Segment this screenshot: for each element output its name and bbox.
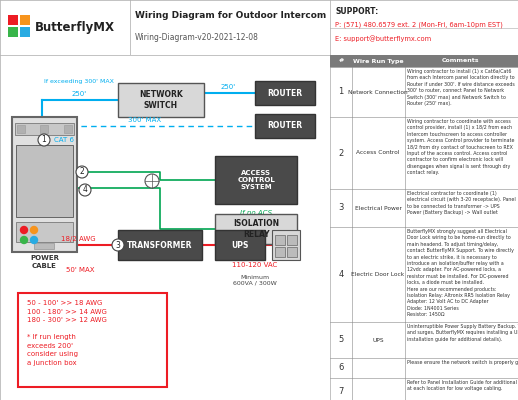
Text: Network Connection: Network Connection	[348, 90, 408, 94]
Text: ISOLATION
RELAY: ISOLATION RELAY	[233, 219, 279, 239]
Text: #: #	[338, 58, 343, 64]
Circle shape	[79, 184, 91, 196]
Text: Wiring contractor to coordinate with access
control provider, install (1) x 18/2: Wiring contractor to coordinate with acc…	[407, 119, 514, 175]
Text: 2: 2	[80, 168, 84, 176]
Text: 110-120 VAC: 110-120 VAC	[233, 262, 278, 268]
Text: 300' MAX: 300' MAX	[128, 117, 162, 123]
FancyBboxPatch shape	[255, 81, 315, 105]
Text: Electrical Power: Electrical Power	[354, 206, 401, 210]
Text: 3: 3	[338, 204, 343, 212]
Text: ROUTER: ROUTER	[267, 88, 303, 98]
Text: Please ensure the network switch is properly grounded.: Please ensure the network switch is prop…	[407, 360, 518, 365]
Text: Wire Run Type: Wire Run Type	[353, 58, 404, 64]
Text: ButterflyMX: ButterflyMX	[35, 21, 115, 34]
Text: Minimum
600VA / 300W: Minimum 600VA / 300W	[233, 274, 277, 286]
Text: E: support@butterflymx.com: E: support@butterflymx.com	[335, 36, 431, 42]
FancyBboxPatch shape	[20, 27, 30, 37]
Text: ROUTER: ROUTER	[267, 122, 303, 130]
Text: ACCESS
CONTROL
SYSTEM: ACCESS CONTROL SYSTEM	[237, 170, 275, 190]
Text: Wiring-Diagram-v20-2021-12-08: Wiring-Diagram-v20-2021-12-08	[135, 34, 259, 42]
Text: 50 - 100' >> 18 AWG
100 - 180' >> 14 AWG
180 - 300' >> 12 AWG

* If run length
e: 50 - 100' >> 18 AWG 100 - 180' >> 14 AWG…	[27, 300, 107, 366]
Circle shape	[145, 174, 159, 188]
FancyBboxPatch shape	[275, 247, 285, 257]
FancyBboxPatch shape	[275, 235, 285, 245]
Text: 4: 4	[82, 186, 88, 194]
Text: Wiring Diagram for Outdoor Intercom: Wiring Diagram for Outdoor Intercom	[135, 12, 326, 20]
FancyBboxPatch shape	[287, 247, 297, 257]
Circle shape	[112, 239, 124, 251]
FancyBboxPatch shape	[287, 235, 297, 245]
Circle shape	[21, 226, 27, 234]
Text: If exceeding 300' MAX: If exceeding 300' MAX	[44, 80, 114, 84]
Text: 3: 3	[116, 240, 121, 250]
Text: UPS: UPS	[372, 338, 384, 342]
Text: POWER
CABLE: POWER CABLE	[30, 256, 59, 268]
FancyBboxPatch shape	[40, 125, 48, 133]
Text: 18/2 AWG: 18/2 AWG	[61, 236, 95, 242]
Text: Refer to Panel Installation Guide for additional details. Leave 6' service loop
: Refer to Panel Installation Guide for ad…	[407, 380, 518, 391]
FancyBboxPatch shape	[8, 15, 18, 25]
Text: 250': 250'	[71, 91, 87, 97]
FancyBboxPatch shape	[215, 230, 265, 260]
Circle shape	[21, 236, 27, 244]
Text: 1: 1	[41, 136, 47, 144]
Text: If no ACS: If no ACS	[240, 210, 272, 216]
Text: ButterflyMX strongly suggest all Electrical
Door Lock wiring to be home-run dire: ButterflyMX strongly suggest all Electri…	[407, 229, 514, 317]
Text: Electrical contractor to coordinate (1)
electrical circuit (with 3-20 receptacle: Electrical contractor to coordinate (1) …	[407, 191, 516, 215]
Circle shape	[76, 166, 88, 178]
Circle shape	[31, 226, 37, 234]
Text: 6: 6	[338, 364, 343, 372]
Text: UPS: UPS	[232, 240, 249, 250]
FancyBboxPatch shape	[17, 125, 25, 133]
Text: 1: 1	[338, 88, 343, 96]
Text: 250': 250'	[221, 84, 236, 90]
FancyBboxPatch shape	[64, 125, 72, 133]
FancyBboxPatch shape	[12, 117, 77, 252]
FancyBboxPatch shape	[255, 114, 315, 138]
Text: Uninterruptible Power Supply Battery Backup. To prevent voltage drops
and surges: Uninterruptible Power Supply Battery Bac…	[407, 324, 518, 342]
Text: NETWORK
SWITCH: NETWORK SWITCH	[139, 90, 183, 110]
FancyBboxPatch shape	[20, 15, 30, 25]
Text: SUPPORT:: SUPPORT:	[335, 6, 378, 16]
FancyBboxPatch shape	[118, 83, 204, 117]
Text: Comments: Comments	[441, 58, 479, 64]
Text: 4: 4	[338, 270, 343, 279]
FancyBboxPatch shape	[118, 230, 202, 260]
FancyBboxPatch shape	[330, 55, 518, 67]
Text: 5: 5	[338, 336, 343, 344]
Circle shape	[38, 134, 50, 146]
FancyBboxPatch shape	[8, 27, 18, 37]
Text: 2: 2	[338, 148, 343, 158]
Text: Access Control: Access Control	[356, 150, 400, 156]
FancyBboxPatch shape	[16, 145, 73, 217]
FancyBboxPatch shape	[215, 214, 297, 244]
FancyBboxPatch shape	[18, 293, 167, 387]
FancyBboxPatch shape	[215, 156, 297, 204]
Text: P: (571) 480.6579 ext. 2 (Mon-Fri, 6am-10pm EST): P: (571) 480.6579 ext. 2 (Mon-Fri, 6am-1…	[335, 22, 503, 28]
Circle shape	[31, 236, 37, 244]
Text: CAT 6: CAT 6	[54, 137, 74, 143]
Text: Wiring contractor to install (1) x Cat6a/Cat6
from each Intercom panel location : Wiring contractor to install (1) x Cat6a…	[407, 69, 515, 106]
FancyBboxPatch shape	[16, 222, 73, 242]
Text: TRANSFORMER: TRANSFORMER	[127, 240, 193, 250]
FancyBboxPatch shape	[272, 230, 300, 260]
Text: 7: 7	[338, 386, 343, 396]
FancyBboxPatch shape	[34, 243, 54, 249]
FancyBboxPatch shape	[15, 123, 74, 135]
Text: Electric Door Lock: Electric Door Lock	[351, 272, 405, 277]
Text: 50' MAX: 50' MAX	[66, 267, 94, 273]
